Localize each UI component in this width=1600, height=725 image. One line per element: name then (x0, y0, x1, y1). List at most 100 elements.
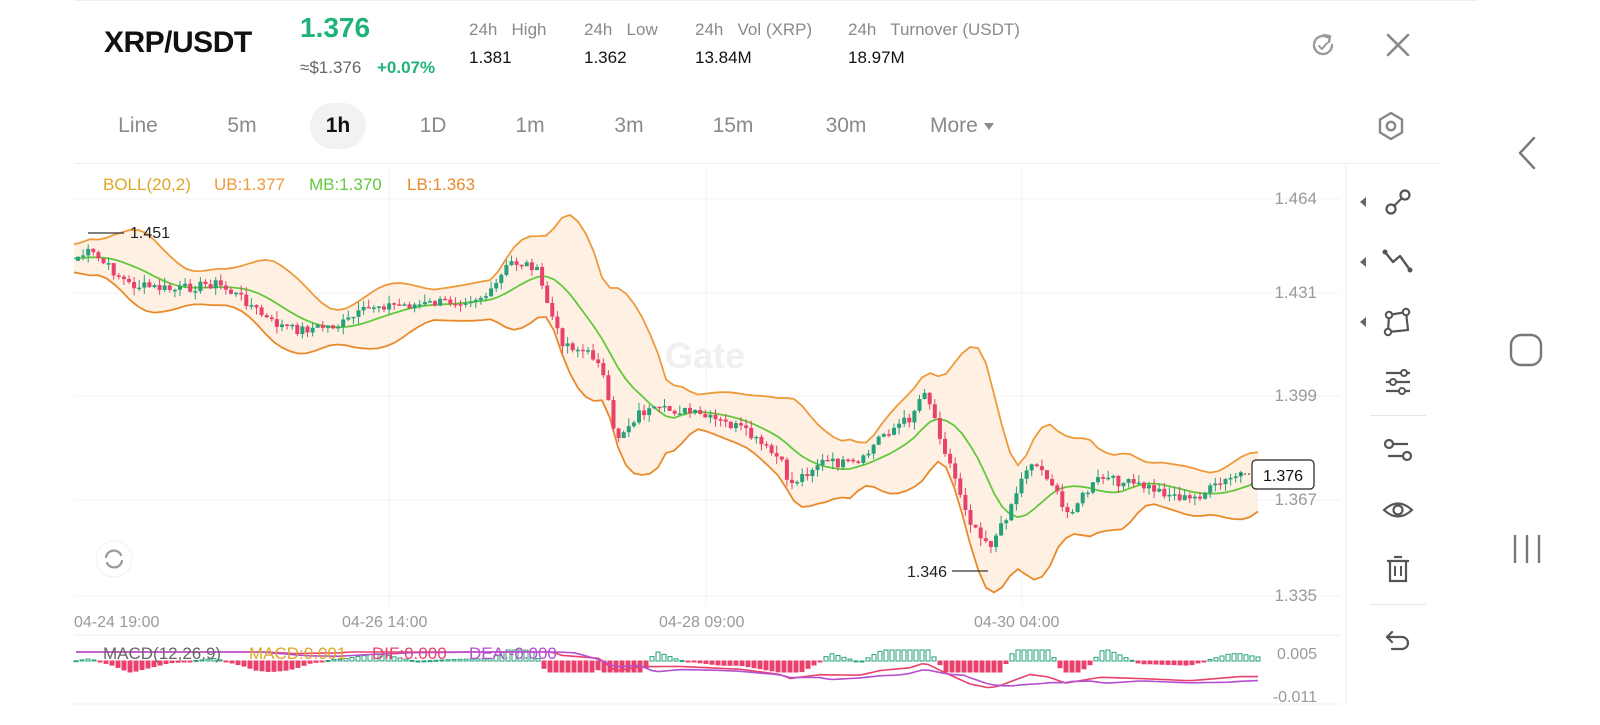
candle-body (193, 291, 198, 293)
macd-bar (721, 660, 727, 666)
expand-arrow-1[interactable] (1360, 197, 1366, 207)
candle-body (1116, 475, 1121, 487)
chart-area[interactable]: Gate BOLL(20,2) UB:1.377 MB:1.370 LB:1.3… (0, 160, 1600, 720)
macd-bar (211, 658, 217, 662)
candle-body (1192, 496, 1197, 499)
visibility-icon[interactable] (1380, 492, 1416, 528)
candle-body (657, 406, 662, 409)
tab-5m[interactable]: 5m (227, 114, 257, 137)
tab-line[interactable]: Line (118, 114, 158, 137)
candle-body (575, 349, 580, 352)
stat-turnover-value: 18.97M (848, 48, 905, 67)
macd-bar (925, 649, 931, 662)
macd-bar (175, 660, 181, 663)
chart-reset-button[interactable] (95, 540, 133, 578)
macd-bar (1117, 654, 1123, 662)
candle-body (815, 465, 820, 470)
macd-bar (1189, 660, 1195, 666)
chart-layout-icon[interactable] (1380, 432, 1416, 468)
macd-bar (523, 649, 529, 662)
trend-line-icon[interactable] (1380, 184, 1416, 220)
macd-bar (271, 660, 277, 672)
candle-body (586, 350, 590, 352)
macd-bar (1231, 653, 1237, 662)
macd-bar (421, 660, 427, 663)
macd-bar (895, 649, 901, 662)
candle-body (932, 404, 937, 418)
candle-body (886, 434, 891, 436)
indicator-settings-icon[interactable] (1380, 364, 1416, 400)
tab-1h[interactable]: 1h (310, 103, 366, 149)
macd-bar (1135, 660, 1141, 664)
macd-bar (949, 660, 955, 673)
reset-view-icon (104, 549, 124, 569)
pair-title[interactable]: XRP/USDT (104, 26, 252, 59)
candle-body (968, 509, 973, 525)
candle-body (1152, 485, 1157, 492)
refresh-icon[interactable] (1308, 30, 1338, 60)
candle-body (346, 317, 351, 320)
candle-body (698, 410, 703, 414)
candle-body (902, 417, 907, 424)
candle-body (172, 289, 177, 292)
candle-body (1029, 464, 1034, 471)
delete-icon[interactable] (1380, 552, 1416, 588)
candle-body (412, 304, 417, 309)
candle-body (504, 265, 509, 275)
candle-body (1218, 483, 1223, 485)
candle-body (570, 343, 575, 351)
shape-icon[interactable] (1380, 304, 1416, 340)
candle-body (1085, 492, 1090, 495)
price-change: +0.07% (377, 58, 436, 77)
candlestick-chart[interactable]: Gate BOLL(20,2) UB:1.377 MB:1.370 LB:1.3… (0, 160, 1600, 720)
tab-3m[interactable]: 3m (614, 114, 644, 137)
candle-body (433, 301, 437, 306)
candle-body (116, 275, 121, 277)
tab-1d[interactable]: 1D (419, 114, 447, 137)
macd-bar (571, 660, 577, 673)
tab-more[interactable]: More (930, 103, 1022, 149)
tab-1m[interactable]: 1m (515, 114, 545, 137)
candle-body (111, 263, 116, 276)
candle-body (545, 285, 550, 303)
candle-body (417, 304, 422, 306)
undo-icon[interactable] (1380, 622, 1416, 658)
macd-bar (505, 649, 511, 662)
expand-arrow-2[interactable] (1360, 257, 1366, 267)
macd-bar (127, 660, 133, 673)
candle-body (621, 432, 626, 439)
recents-icon[interactable] (1510, 532, 1544, 566)
macd-bar (985, 660, 991, 673)
macd-bar (235, 660, 241, 666)
candle-body (861, 455, 866, 463)
candle-body (1034, 464, 1039, 467)
candle-body (427, 301, 432, 303)
macd-bar (289, 660, 295, 670)
candle-body (1228, 477, 1233, 480)
tab-15m[interactable]: 15m (712, 114, 754, 137)
close-icon[interactable] (1383, 30, 1413, 60)
candle-body (708, 414, 713, 418)
back-icon[interactable] (1512, 135, 1542, 171)
candle-body (647, 408, 652, 416)
zigzag-icon[interactable] (1380, 244, 1416, 280)
candle-body (101, 258, 106, 264)
macd-bar (853, 660, 859, 663)
toolbar-separator (1370, 415, 1426, 416)
boll-band-fill (74, 214, 1258, 593)
home-icon[interactable] (1508, 332, 1544, 368)
candle-body (274, 319, 279, 327)
tab-30m[interactable]: 30m (825, 114, 867, 137)
candle-body (871, 444, 876, 454)
candle-body (1162, 488, 1167, 497)
macd-value: MACD:0.001 (249, 644, 346, 663)
settings-hex-icon[interactable] (1376, 110, 1406, 142)
macd-bar (307, 660, 313, 664)
expand-arrow-3[interactable] (1360, 317, 1366, 327)
candle-body (382, 306, 386, 310)
x-tick-3: 04-28 09:00 (659, 614, 745, 631)
candle-body (443, 298, 448, 301)
candle-body (1009, 504, 1014, 521)
stat-high-label: 24h High (469, 20, 547, 39)
macd-bar (433, 659, 439, 662)
